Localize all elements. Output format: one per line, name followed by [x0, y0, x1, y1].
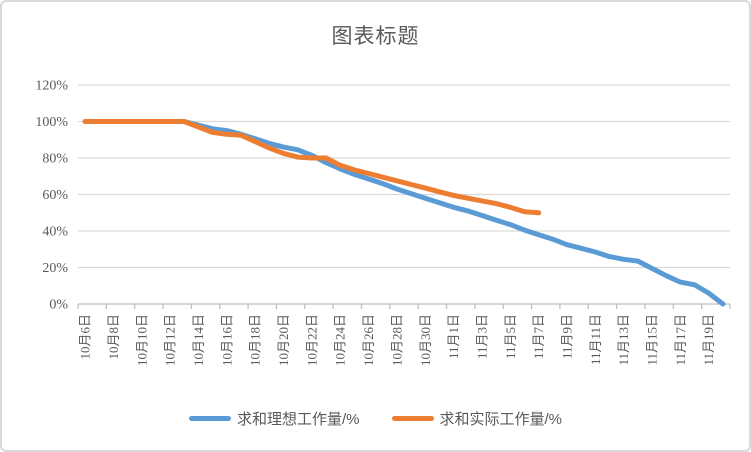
legend-label-actual: 求和实际工作量/% [439, 411, 563, 428]
x-axis-tick-label: 10月26日 [361, 314, 376, 366]
x-axis-tick-label: 10月14日 [191, 314, 206, 366]
x-axis-tick-label: 10月16日 [219, 314, 234, 366]
y-axis-tick-label: 120% [35, 79, 68, 94]
legend-item-ideal[interactable]: 求和理想工作量/% [188, 408, 360, 429]
x-axis-tick-label: 11月19日 [701, 314, 716, 366]
x-axis-tick-label: 11月11日 [588, 314, 603, 365]
x-axis-tick-label: 10月8日 [106, 314, 121, 360]
x-axis-tick-label: 10月18日 [248, 314, 263, 366]
x-axis-tick-label: 11月1日 [446, 314, 461, 359]
x-axis-tick-label: 10月28日 [389, 314, 404, 366]
legend-item-actual[interactable]: 求和实际工作量/% [391, 408, 563, 429]
legend: 求和理想工作量/% 求和实际工作量/% [2, 408, 749, 429]
y-axis-tick-label: 40% [42, 225, 68, 240]
y-axis-tick-label: 20% [42, 261, 68, 276]
y-axis-tick-label: 100% [35, 115, 68, 130]
x-axis-tick-label: 11月7日 [531, 314, 546, 359]
x-axis-tick-label: 10月24日 [333, 314, 348, 366]
series-line-ideal[interactable] [82, 119, 726, 307]
x-axis-tick-label: 11月17日 [673, 314, 688, 366]
x-axis-tick-label: 10月6日 [78, 314, 93, 360]
chart-title[interactable]: 图表标题 [331, 25, 420, 48]
x-axis-tick-label: 10月20日 [276, 314, 291, 366]
x-axis-tick-label: 11月15日 [645, 314, 660, 366]
x-axis-tick-label: 10月22日 [304, 314, 319, 366]
x-axis-tick-label: 10月30日 [418, 314, 433, 366]
x-axis-tick-label: 10月12日 [163, 314, 178, 366]
x-axis-tick-label: 11月5日 [503, 314, 518, 359]
x-axis-tick-label: 11月9日 [560, 314, 575, 359]
x-axis-tick-label: 10月10日 [134, 314, 149, 366]
y-axis-tick-label: 80% [42, 152, 68, 167]
y-axis-tick-label: 60% [42, 188, 68, 203]
x-axis-tick-label: 11月13日 [616, 314, 631, 366]
series-line-actual[interactable] [82, 119, 542, 216]
legend-label-ideal: 求和理想工作量/% [236, 411, 360, 428]
x-axis-tick-label: 11月3日 [474, 314, 489, 359]
y-axis-tick-label: 0% [49, 298, 68, 313]
legend-line-actual-swatch-icon [391, 416, 434, 421]
legend-line-ideal-swatch-icon [188, 416, 231, 421]
